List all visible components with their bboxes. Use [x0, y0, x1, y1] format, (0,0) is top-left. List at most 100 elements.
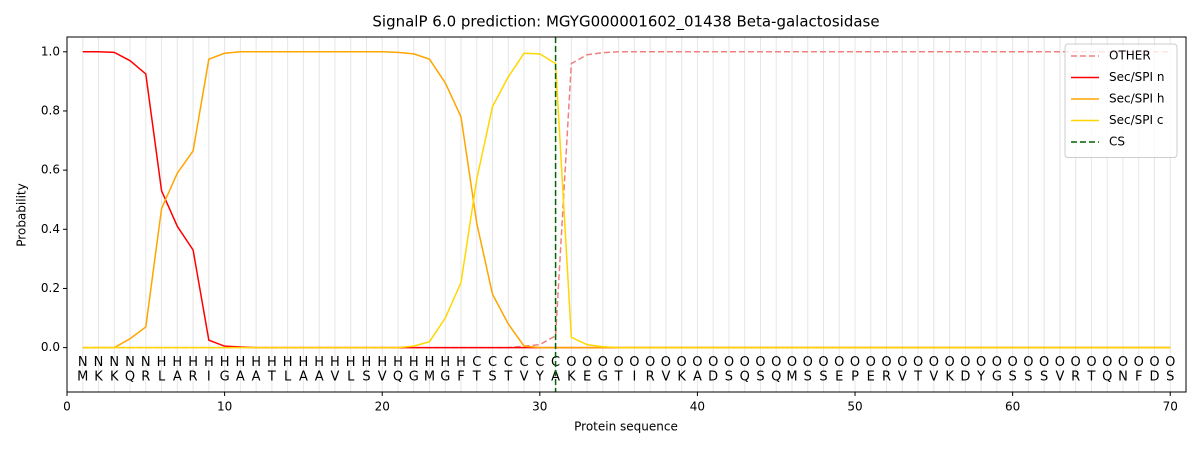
region-label: H [393, 355, 403, 370]
region-label: O [929, 355, 939, 370]
region-label: O [1008, 355, 1018, 370]
region-label: C [520, 355, 529, 370]
region-label: O [1149, 355, 1159, 370]
region-label: H [425, 355, 435, 370]
region-label: H [251, 355, 261, 370]
residue: G [409, 370, 419, 385]
region-label: O [740, 355, 750, 370]
region-label: O [1102, 355, 1112, 370]
region-label: O [913, 355, 923, 370]
region-label: O [692, 355, 702, 370]
residue: S [1166, 370, 1174, 385]
chart-title: SignalP 6.0 prediction: MGYG000001602_01… [372, 13, 879, 32]
region-label: H [299, 355, 309, 370]
residue: A [551, 370, 560, 385]
residue: V [1055, 370, 1064, 385]
plot-frame [66, 36, 1187, 393]
residue: M [77, 370, 88, 385]
region-label: O [1165, 355, 1175, 370]
x-axis-label: Protein sequence [574, 420, 678, 434]
region-label: O [1039, 355, 1049, 370]
residue: V [378, 370, 387, 385]
region-label: O [944, 355, 954, 370]
x-tick-label: 30 [532, 400, 547, 414]
residue: L [284, 370, 292, 385]
region-label: C [488, 355, 497, 370]
region-label: O [1071, 355, 1081, 370]
residue: Q [740, 370, 750, 385]
residue: S [804, 370, 812, 385]
region-label: C [535, 355, 544, 370]
region-label: O [787, 355, 797, 370]
residue: R [189, 370, 198, 385]
region-label: C [504, 355, 513, 370]
residue: A [299, 370, 308, 385]
residue: V [898, 370, 907, 385]
legend-label: Sec/SPI h [1109, 92, 1164, 106]
region-label: O [1118, 355, 1128, 370]
residue: M [424, 370, 435, 385]
residue: K [110, 370, 119, 385]
region-label: O [881, 355, 891, 370]
legend-label: CS [1109, 135, 1125, 149]
residue: P [851, 370, 859, 385]
y-tick-label: 0.4 [41, 222, 60, 236]
region-label: N [78, 355, 88, 370]
residue: T [614, 370, 623, 385]
region-label: O [755, 355, 765, 370]
residue: Q [771, 370, 781, 385]
legend-box [1064, 43, 1178, 158]
region-label: H [204, 355, 214, 370]
residue: V [330, 370, 339, 385]
region-label: H [188, 355, 198, 370]
y-tick-label: 0.2 [41, 281, 60, 295]
residue: K [677, 370, 686, 385]
residue: V [929, 370, 938, 385]
region-label: N [109, 355, 119, 370]
residue: A [252, 370, 261, 385]
region-label: O [629, 355, 639, 370]
residue: T [913, 370, 922, 385]
region-label: O [614, 355, 624, 370]
region-label: O [708, 355, 718, 370]
region-label: N [94, 355, 104, 370]
residue: E [835, 370, 843, 385]
region-label: H [283, 355, 293, 370]
residue: S [756, 370, 764, 385]
region-label: H [235, 355, 245, 370]
region-label: H [267, 355, 277, 370]
residue: Q [1102, 370, 1112, 385]
residue: D [708, 370, 718, 385]
residue: S [1024, 370, 1032, 385]
region-label: O [1134, 355, 1144, 370]
region-label: O [818, 355, 828, 370]
region-label: O [724, 355, 734, 370]
y-tick-label: 0.6 [41, 163, 60, 177]
region-label: H [409, 355, 419, 370]
residue: G [440, 370, 450, 385]
region-label: O [1055, 355, 1065, 370]
residue: F [457, 370, 464, 385]
region-label: O [598, 355, 608, 370]
residue: G [992, 370, 1002, 385]
residue: D [960, 370, 970, 385]
y-axis-label: Probability [15, 183, 29, 246]
residue: S [819, 370, 827, 385]
region-label: H [440, 355, 450, 370]
x-tick-label: 0 [63, 400, 71, 414]
region-label: H [157, 355, 167, 370]
residue: L [347, 370, 355, 385]
residue: T [267, 370, 276, 385]
y-tick-label: 0.8 [41, 103, 60, 117]
residue: Y [976, 370, 985, 385]
region-label: O [897, 355, 907, 370]
residue: K [567, 370, 576, 385]
residue: A [173, 370, 182, 385]
residue: R [882, 370, 891, 385]
residue: T [503, 370, 512, 385]
residue: Q [393, 370, 403, 385]
legend-label: Sec/SPI n [1109, 70, 1164, 84]
region-label: H [314, 355, 324, 370]
residue: S [1009, 370, 1017, 385]
residue: V [661, 370, 670, 385]
